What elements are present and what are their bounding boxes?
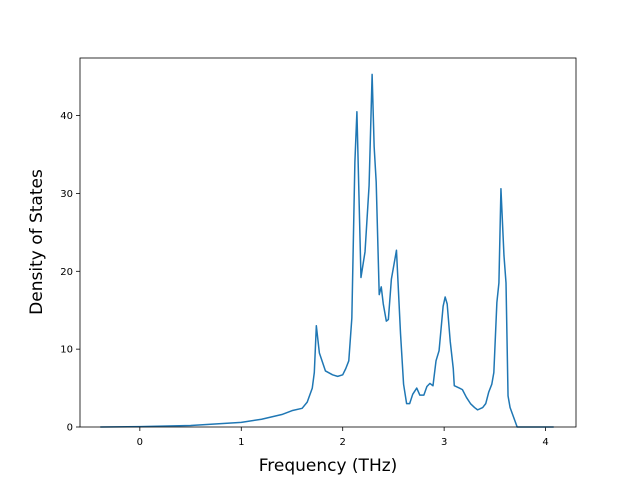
x-tick-label: 2 — [340, 437, 346, 448]
dos-line — [100, 73, 554, 428]
y-axis-label: Density of States — [27, 169, 47, 315]
y-tick-label: 10 — [60, 345, 73, 356]
plot-frame — [79, 57, 577, 428]
x-tick-label: 0 — [137, 437, 143, 448]
y-tick-label: 30 — [60, 189, 73, 200]
y-tick-label: 20 — [60, 267, 73, 278]
y-tick-label: 40 — [60, 111, 73, 122]
y-tick-label: 0 — [67, 423, 73, 434]
x-tick-label: 1 — [238, 437, 244, 448]
x-tick-label: 4 — [542, 437, 548, 448]
x-axis-label: Frequency (THz) — [259, 456, 398, 476]
x-tick-label: 3 — [441, 437, 447, 448]
